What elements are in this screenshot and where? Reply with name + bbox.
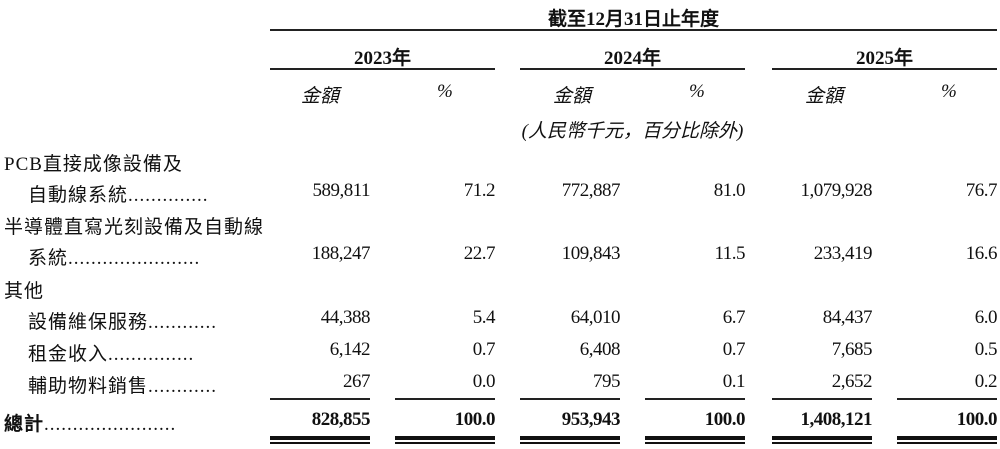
period-header: 截至12月31日止年度	[547, 9, 719, 30]
amount-cell: 109,843	[561, 243, 621, 264]
row-label-text: 系統	[28, 248, 69, 269]
amount-cell: 6,142	[329, 339, 371, 360]
percent-cell: 81.0	[713, 180, 746, 201]
total-percent-cell: 100.0	[704, 409, 746, 430]
percent-cell: 5.4	[472, 307, 496, 328]
subtotal-line	[772, 398, 872, 400]
divider	[772, 68, 997, 70]
amount-header: 金額	[805, 86, 844, 107]
percent-cell: 0.2	[974, 371, 998, 392]
percent-header: %	[689, 81, 705, 102]
amount-cell: 233,419	[813, 243, 873, 264]
total-amount-cell: 953,943	[561, 409, 621, 430]
percent-cell: 0.0	[472, 371, 496, 392]
amount-cell: 84,437	[822, 307, 873, 328]
amount-cell: 7,685	[831, 339, 873, 360]
total-percent-cell: 100.0	[454, 409, 496, 430]
row-label: 自動線系統..............	[28, 180, 209, 207]
amount-header: 金額	[301, 86, 340, 107]
amount-cell: 795	[593, 371, 621, 392]
amount-cell: 44,388	[320, 307, 371, 328]
amount-cell: 267	[343, 371, 371, 392]
amount-cell: 589,811	[312, 180, 370, 201]
subtotal-line	[395, 398, 495, 400]
percent-cell: 0.1	[722, 371, 746, 392]
total-amount-cell: 1,408,121	[800, 409, 873, 430]
percent-cell: 71.2	[463, 180, 496, 201]
row-label-text: 輔助物料銷售	[28, 376, 149, 397]
amount-cell: 6,408	[579, 339, 621, 360]
percent-cell: 76.7	[965, 180, 998, 201]
row-label: 系統.......................	[28, 243, 200, 270]
total-label: 總計.......................	[4, 409, 176, 436]
row-label: PCB直接成像設備及	[4, 154, 183, 175]
amount-cell: 772,887	[561, 180, 621, 201]
percent-cell: 6.7	[722, 307, 746, 328]
year-header-2023: 2023年	[353, 48, 411, 69]
divider	[270, 68, 495, 70]
subtotal-line	[520, 398, 620, 400]
amount-cell: 2,652	[831, 371, 873, 392]
total-double-underline	[520, 436, 620, 444]
total-double-underline	[395, 436, 495, 444]
leader-dots: ...............	[108, 344, 195, 365]
year-header-2024: 2024年	[603, 48, 661, 69]
amount-cell: 1,079,928	[800, 180, 873, 201]
percent-cell: 11.5	[714, 243, 745, 264]
subtotal-line	[897, 398, 997, 400]
percent-cell: 22.7	[463, 243, 496, 264]
percent-cell: 16.6	[965, 243, 998, 264]
percent-cell: 6.0	[974, 307, 998, 328]
amount-header: 金額	[553, 86, 592, 107]
row-label: 設備維保服務............	[28, 307, 217, 334]
amount-cell: 188,247	[311, 243, 371, 264]
total-label-text: 總計	[4, 414, 45, 435]
year-header-2025: 2025年	[855, 48, 913, 69]
total-double-underline	[772, 436, 872, 444]
row-label-text: 租金收入	[28, 344, 109, 365]
total-double-underline	[645, 436, 745, 444]
percent-cell: 0.5	[974, 339, 998, 360]
leader-dots: ..............	[128, 185, 209, 206]
total-amount-cell: 828,855	[311, 409, 371, 430]
total-percent-cell: 100.0	[956, 409, 998, 430]
amount-cell: 64,010	[570, 307, 621, 328]
leader-dots: .......................	[68, 248, 201, 269]
leader-dots: ............	[148, 312, 218, 333]
divider	[270, 29, 997, 31]
percent-header: %	[437, 81, 453, 102]
row-label: 其他	[4, 281, 45, 302]
subtotal-line	[270, 398, 370, 400]
row-label-text: 設備維保服務	[28, 312, 149, 333]
percent-cell: 0.7	[722, 339, 746, 360]
row-label-text: 自動線系統	[28, 185, 129, 206]
divider	[520, 68, 745, 70]
percent-header: %	[941, 81, 957, 102]
leader-dots: .......................	[44, 414, 177, 435]
row-label: 半導體直寫光刻設備及自動線	[4, 217, 265, 238]
leader-dots: ............	[148, 376, 218, 397]
percent-cell: 0.7	[472, 339, 496, 360]
subtotal-line	[645, 398, 745, 400]
total-double-underline	[270, 436, 370, 444]
row-label: 租金收入...............	[28, 339, 194, 366]
row-label: 輔助物料銷售............	[28, 371, 217, 398]
total-double-underline	[897, 436, 997, 444]
unit-note: (人民幣千元，百分比除外)	[521, 121, 744, 142]
